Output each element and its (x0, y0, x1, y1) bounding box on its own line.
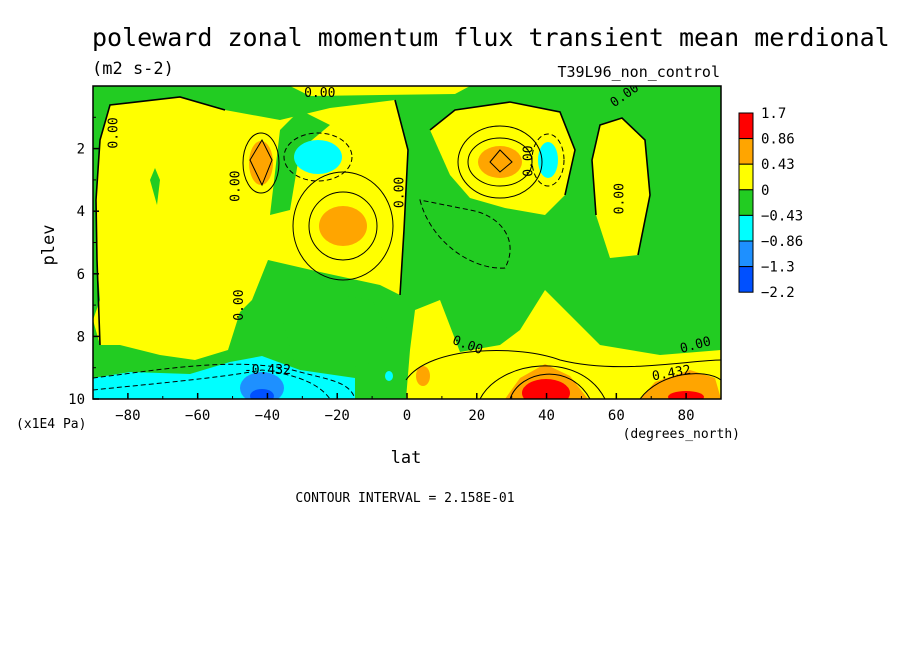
min-sh-surface (93, 356, 355, 399)
x-axis: −80 −60 −40 −20 0 20 40 60 80 (115, 393, 695, 424)
y-tick-label: 4 (77, 204, 85, 220)
min-small-cell (385, 371, 393, 381)
contour-label: 0.00 (232, 289, 247, 320)
peak-nh-surface (522, 379, 570, 399)
run-label: T39L96_non_control (557, 63, 720, 81)
x-tick-label: 20 (468, 408, 485, 424)
min-sh-surface-peak (250, 389, 274, 399)
colorbar-label: −0.86 (761, 234, 803, 250)
colorbar-label: 1.7 (761, 106, 786, 122)
x-tick-label: 80 (678, 408, 695, 424)
min-sh-surface-core (240, 372, 284, 399)
x-tick-label: −80 (115, 408, 140, 424)
colorbar-label: −0.43 (761, 208, 803, 224)
contour-label: 0.00 (393, 177, 408, 208)
colorbar-swatch (738, 138, 754, 165)
y-tick-label: 8 (77, 329, 85, 345)
colorbar-label: −1.3 (761, 260, 795, 276)
chart-units: (m2 s-2) (92, 59, 174, 79)
island-sh-spike (150, 168, 160, 205)
colorbar: 1.7 0.86 0.43 0 −0.43 −0.86 −1.3 −2.2 (738, 106, 803, 301)
y-axis-units: (x1E4 Pa) (16, 417, 86, 432)
chart-title: poleward zonal momentum flux transient m… (92, 23, 890, 52)
x-tick-label: 40 (538, 408, 555, 424)
colorbar-label: 0.43 (761, 157, 795, 173)
y-axis: 2 4 6 8 10 (68, 116, 99, 408)
negative-contours (93, 132, 565, 399)
max-nh-upper (478, 146, 522, 178)
contour-label: 0.00 (229, 171, 244, 202)
contour-lines (242, 125, 721, 399)
x-tick-label: −60 (185, 408, 210, 424)
max-sh-midlat (319, 206, 367, 246)
contour-label: 0.432 (651, 363, 692, 385)
contour-label-layer: 0.000.000.000.000.000.000.000.000.00 0.00… (106, 86, 712, 385)
colorbar-label: −2.2 (761, 285, 795, 301)
colorbar-label: 0 (761, 183, 769, 199)
zero-contours (95, 96, 651, 346)
contour-label: 0.00 (304, 86, 335, 101)
y-tick-label: 2 (77, 142, 85, 158)
colorbar-swatch (738, 189, 754, 216)
y-tick-label: 6 (77, 267, 85, 283)
region-positive-nh-lower (406, 290, 721, 399)
colorbar-swatch (738, 240, 754, 268)
island-sh-subtropics (282, 296, 388, 372)
region-positive-polar-nh (592, 118, 650, 258)
plot-area: 0.000.000.000.000.000.000.000.000.00 0.00… (93, 86, 721, 399)
colorbar-swatch (738, 266, 754, 293)
colorbar-label: 0.86 (761, 132, 795, 148)
contour-label: 0.00 (522, 145, 537, 176)
y-tick-label: 10 (68, 392, 85, 408)
min-nh-upper (538, 142, 558, 178)
x-tick-label: −20 (325, 408, 350, 424)
island-sh-column (270, 110, 330, 215)
x-tick-label: 60 (608, 408, 625, 424)
min-sh-upper (294, 140, 342, 174)
max-sh-upper (249, 141, 273, 185)
max-nh-polar (640, 370, 721, 399)
contour-label: 0.00 (106, 117, 121, 148)
contour-interval-footer: CONTOUR INTERVAL = 2.158E-01 (295, 491, 514, 506)
colorbar-swatch (738, 163, 754, 191)
colorbar-swatch (738, 214, 754, 242)
contour-label: 0.00 (612, 183, 627, 214)
contour-label: -0.432 (244, 363, 291, 378)
y-axis-label: plev (39, 225, 59, 266)
top-strip (290, 86, 470, 96)
colorbar-swatch (738, 112, 754, 140)
x-tick-label: 0 (403, 408, 411, 424)
x-axis-label: lat (391, 448, 422, 468)
max-equator-surface (416, 366, 430, 386)
x-tick-label: −40 (255, 408, 280, 424)
x-axis-units: (degrees_north) (623, 427, 740, 442)
